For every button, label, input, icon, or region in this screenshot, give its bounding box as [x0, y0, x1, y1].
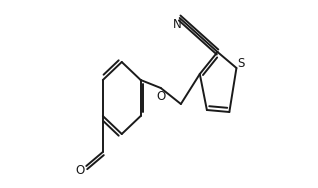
Text: N: N	[173, 17, 182, 30]
Text: S: S	[238, 58, 245, 70]
Text: O: O	[156, 89, 165, 102]
Text: O: O	[76, 164, 85, 177]
